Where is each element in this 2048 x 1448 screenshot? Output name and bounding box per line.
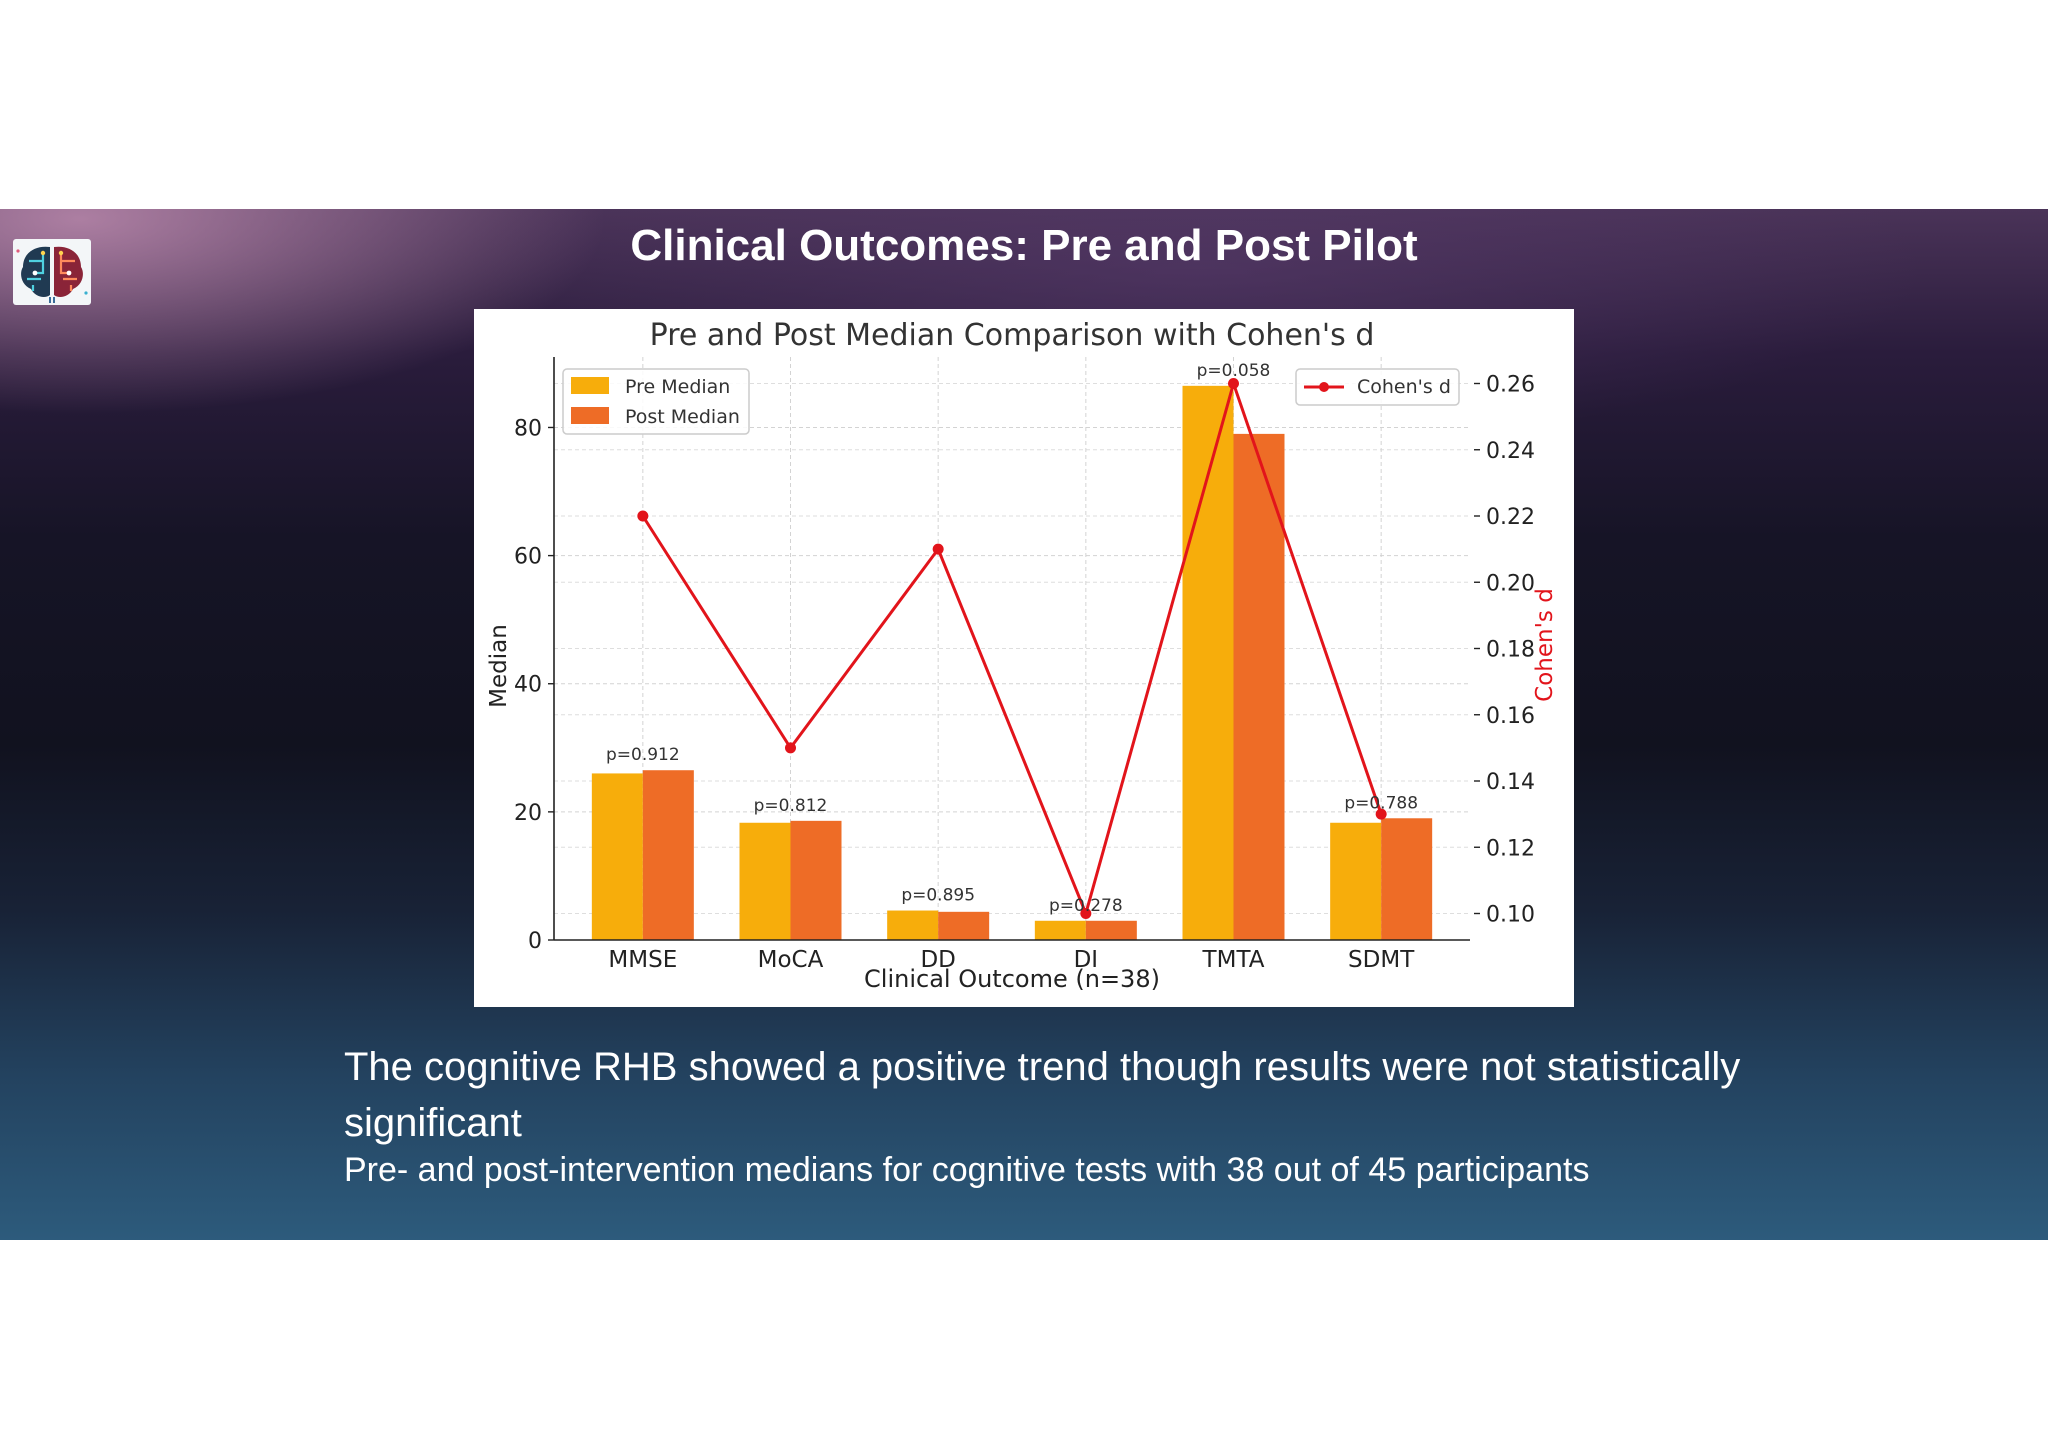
y2-tick-label: 0.24	[1486, 439, 1535, 464]
p-value-label: p=0.278	[1049, 896, 1123, 916]
brain-logo-icon	[13, 239, 91, 305]
bar-pre-mmse	[591, 773, 643, 940]
y2-tick-label: 0.18	[1486, 638, 1535, 663]
bar-post-moca	[790, 820, 842, 940]
y-tick-label: 0	[528, 929, 542, 954]
axes	[548, 357, 1480, 941]
bar-post-mmse	[642, 770, 694, 940]
x-tick-label: DD	[920, 947, 955, 973]
x-tick-label: TMTA	[1202, 947, 1265, 973]
x-axis-label: Clinical Outcome (n=38)	[864, 965, 1160, 993]
bar-pre-tmta	[1182, 385, 1234, 940]
cohens-d-point	[785, 742, 796, 754]
chart-title: Pre and Post Median Comparison with Cohe…	[650, 318, 1375, 353]
cohens-d-point	[1375, 808, 1387, 820]
y-tick-label: 20	[514, 801, 542, 826]
bar-post-tmta	[1233, 433, 1285, 940]
legend-pre-swatch	[571, 377, 609, 394]
x-tick-label: DI	[1074, 947, 1099, 973]
median-comparison-chart: Pre and Post Median Comparison with Cohe…	[486, 318, 1558, 993]
legend-left-box	[562, 368, 750, 435]
y2-tick-label: 0.20	[1486, 571, 1535, 596]
p-value-label: p=0.788	[1344, 793, 1418, 813]
legend-post-swatch	[571, 407, 609, 424]
cohens-d-point	[637, 510, 649, 522]
y-tick-label: 40	[514, 673, 542, 698]
cohens-d-point	[1080, 908, 1092, 919]
legend-cohen-marker	[1319, 382, 1329, 392]
y2-tick-label: 0.16	[1486, 704, 1535, 729]
cohens-d-polyline	[641, 378, 1383, 919]
p-value-label: p=0.812	[754, 796, 828, 816]
bar-pre-moca	[739, 822, 791, 940]
y2-tick-label: 0.14	[1486, 770, 1535, 795]
bars	[591, 385, 1433, 940]
x-tick-label: MMSE	[608, 947, 677, 973]
legend-post-label: Post Median	[625, 406, 740, 428]
slide-title: Clinical Outcomes: Pre and Post Pilot	[630, 221, 1418, 270]
x-tick-label: MoCA	[758, 947, 824, 973]
bar-post-sdmt	[1381, 818, 1433, 940]
y2-tick-label: 0.26	[1486, 373, 1535, 398]
detail-text: Pre- and post-intervention medians for c…	[344, 1151, 1590, 1189]
y2-axis-label: Cohen's d	[1532, 588, 1558, 702]
cohens-d-point	[932, 543, 944, 555]
bar-pre-sdmt	[1330, 822, 1382, 940]
legend-right-box	[1295, 368, 1460, 406]
legend-right: Cohen's d	[1295, 368, 1460, 406]
bar-post-di	[1085, 920, 1137, 940]
chart-panel: Pre and Post Median Comparison with Cohe…	[474, 309, 1574, 1007]
x-tick-label: SDMT	[1348, 947, 1415, 973]
y-tick-label: 60	[514, 545, 542, 570]
p-value-label: p=0.058	[1197, 361, 1271, 381]
bar-post-dd	[938, 911, 990, 940]
y-tick-label: 80	[514, 416, 542, 441]
bar-pre-di	[1034, 920, 1086, 940]
y2-tick-label: 0.12	[1486, 836, 1535, 861]
y2-tick-label: 0.10	[1486, 903, 1535, 928]
legend-left: Pre Median Post Median	[562, 368, 750, 435]
p-value-label: p=0.895	[901, 886, 975, 906]
legend-pre-label: Pre Median	[625, 376, 730, 398]
tick-labels: p=0.912 MMSE p=0.812 MoCA p=0.895 DD p=0.278 DI…	[514, 361, 1535, 973]
cohens-d-point	[1228, 378, 1239, 389]
cohens-d-line	[637, 378, 1387, 919]
summary-text: The cognitive RHB showed a positive tren…	[344, 1045, 1741, 1145]
slide-background: Clinical Outcomes: Pre and Post Pilot Pr…	[0, 209, 2048, 1240]
legend-cohen-label: Cohen's d	[1357, 376, 1451, 398]
y-axis-label: Median	[486, 624, 512, 708]
y2-tick-label: 0.22	[1486, 505, 1535, 530]
bar-pre-dd	[887, 910, 939, 940]
p-value-label: p=0.912	[606, 745, 680, 765]
